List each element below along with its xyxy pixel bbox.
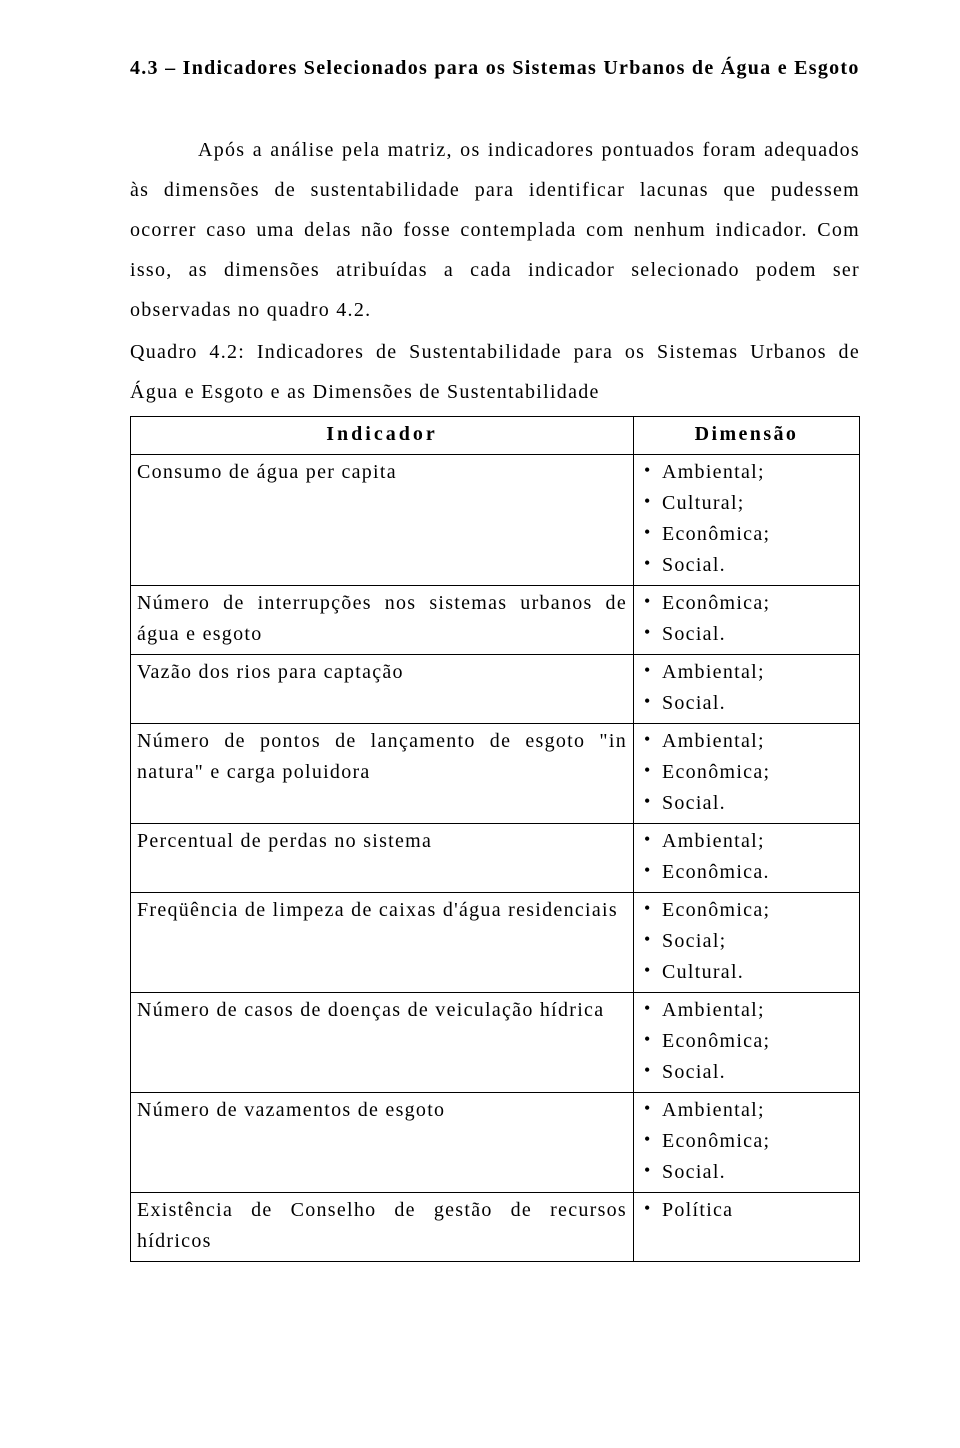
section-title: 4.3 – Indicadores Selecionados para os S… [130, 48, 860, 88]
dimension-cell: Ambiental; Econômica; Social. [634, 1093, 860, 1193]
dimension-cell: Ambiental; Econômica; Social. [634, 993, 860, 1093]
header-indicator: Indicador [131, 417, 634, 455]
dimension-item: Ambiental; [662, 657, 853, 688]
table-row: Número de casos de doenças de veiculação… [131, 993, 860, 1093]
dimension-item: Econômica; [662, 895, 853, 926]
dimension-cell: Ambiental; Social. [634, 655, 860, 724]
dimension-item: Ambiental; [662, 457, 853, 488]
dimension-item: Econômica; [662, 519, 853, 550]
table-row: Consumo de água per capita Ambiental; Cu… [131, 455, 860, 586]
dimension-item: Ambiental; [662, 1095, 853, 1126]
dimension-cell: Política [634, 1193, 860, 1262]
dimension-item: Econômica; [662, 1026, 853, 1057]
indicator-cell: Percentual de perdas no sistema [131, 824, 634, 893]
dimension-item: Ambiental; [662, 726, 853, 757]
dimension-item: Ambiental; [662, 995, 853, 1026]
dimension-item: Cultural; [662, 488, 853, 519]
dimension-item: Econômica. [662, 857, 853, 888]
dimension-item: Cultural. [662, 957, 853, 988]
header-dimension: Dimensão [634, 417, 860, 455]
dimension-item: Política [662, 1195, 853, 1226]
table-row: Freqüência de limpeza de caixas d'água r… [131, 893, 860, 993]
dimension-item: Econômica; [662, 588, 853, 619]
dimension-cell: Ambiental; Cultural; Econômica; Social. [634, 455, 860, 586]
dimension-item: Social. [662, 550, 853, 581]
table-row: Existência de Conselho de gestão de recu… [131, 1193, 860, 1262]
indicator-cell: Existência de Conselho de gestão de recu… [131, 1193, 634, 1262]
indicator-cell: Número de casos de doenças de veiculação… [131, 993, 634, 1093]
dimension-item: Social. [662, 1057, 853, 1088]
table-row: Número de interrupções nos sistemas urba… [131, 586, 860, 655]
table-header-row: Indicador Dimensão [131, 417, 860, 455]
dimension-cell: Ambiental; Econômica. [634, 824, 860, 893]
dimension-item: Social. [662, 1157, 853, 1188]
indicator-cell: Consumo de água per capita [131, 455, 634, 586]
table-row: Número de vazamentos de esgoto Ambiental… [131, 1093, 860, 1193]
table-caption: Quadro 4.2: Indicadores de Sustentabilid… [130, 332, 860, 412]
indicators-table: Indicador Dimensão Consumo de água per c… [130, 416, 860, 1262]
dimension-cell: Ambiental; Econômica; Social. [634, 724, 860, 824]
dimension-cell: Econômica; Social; Cultural. [634, 893, 860, 993]
dimension-item: Econômica; [662, 1126, 853, 1157]
indicator-cell: Freqüência de limpeza de caixas d'água r… [131, 893, 634, 993]
indicator-cell: Número de interrupções nos sistemas urba… [131, 586, 634, 655]
indicator-cell: Vazão dos rios para captação [131, 655, 634, 724]
table-row: Percentual de perdas no sistema Ambienta… [131, 824, 860, 893]
table-row: Vazão dos rios para captação Ambiental; … [131, 655, 860, 724]
dimension-item: Social. [662, 688, 853, 719]
dimension-cell: Econômica; Social. [634, 586, 860, 655]
indicator-cell: Número de vazamentos de esgoto [131, 1093, 634, 1193]
table-row: Número de pontos de lançamento de esgoto… [131, 724, 860, 824]
dimension-item: Ambiental; [662, 826, 853, 857]
indicator-cell: Número de pontos de lançamento de esgoto… [131, 724, 634, 824]
dimension-item: Social. [662, 619, 853, 650]
dimension-item: Social; [662, 926, 853, 957]
body-paragraph-1: Após a análise pela matriz, os indicador… [130, 130, 860, 330]
dimension-item: Econômica; [662, 757, 853, 788]
dimension-item: Social. [662, 788, 853, 819]
